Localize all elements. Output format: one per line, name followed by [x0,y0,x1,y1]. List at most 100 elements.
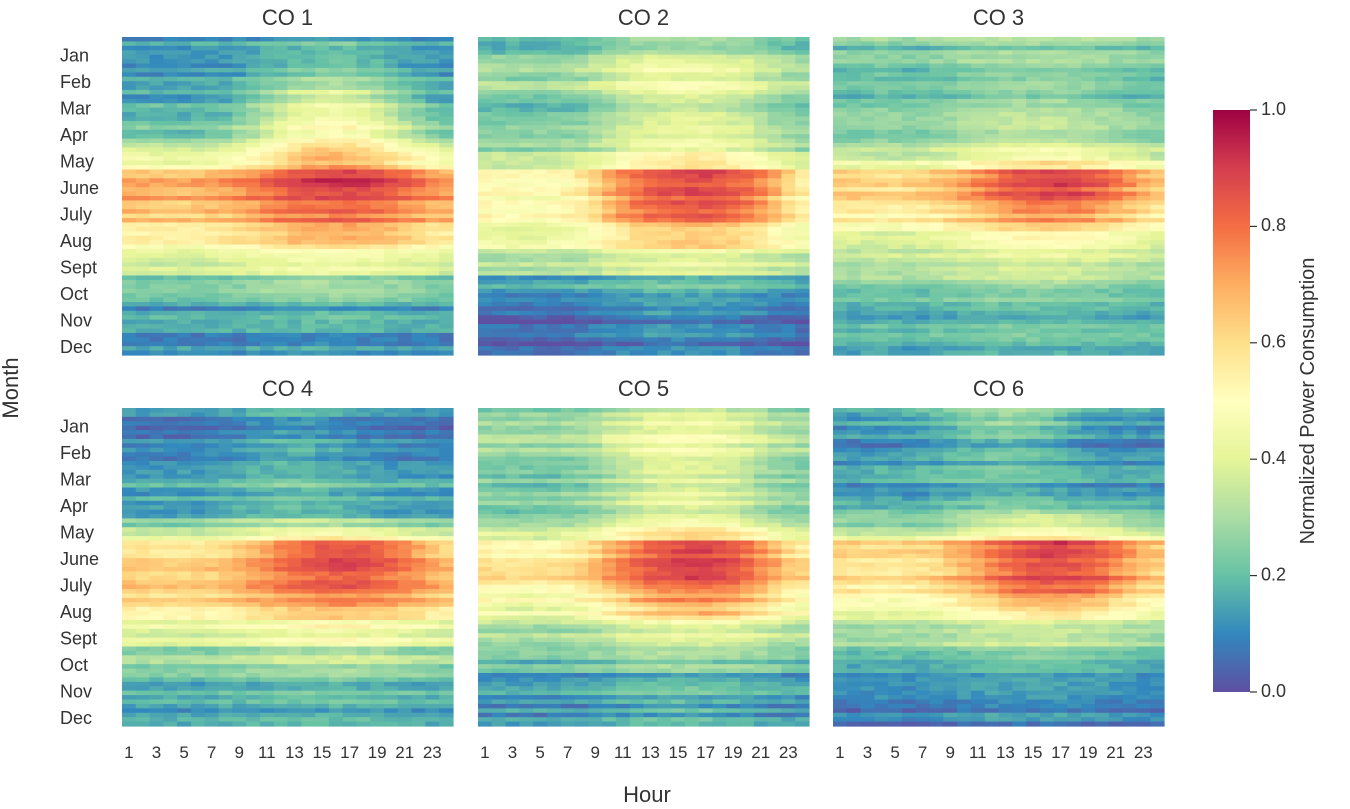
heatmap-cell [397,204,413,210]
heatmap-cell [259,240,275,246]
heatmap-cell [740,169,755,175]
heatmap-cell [259,341,275,347]
heatmap-cell [491,213,507,219]
heatmap-cell [356,222,371,228]
heatmap-cell [439,37,454,43]
heatmap-cell [1039,129,1055,135]
heatmap-cell [1039,231,1055,237]
heatmap-cell [411,196,427,202]
heatmap-cell [615,98,631,104]
heatmap-cell [478,85,493,91]
heatmap-cell [984,231,1000,237]
heatmap-cell [491,85,507,91]
heatmap-cell [519,284,534,290]
heatmap-cell [491,143,507,149]
heatmap-cell [629,240,645,246]
heatmap-cell [411,249,427,255]
heatmap-cell [439,310,454,316]
heatmap-cell [1136,257,1151,263]
heatmap-cell [218,341,233,347]
heatmap-cell [726,293,741,299]
heatmap-cell [246,226,261,232]
heatmap-cell [588,41,603,47]
heatmap-cell [643,81,658,87]
heatmap-cell [781,297,796,303]
heatmap-cell [753,319,769,325]
heatmap-cell [712,37,727,43]
heatmap-cell [767,151,783,157]
heatmap-cell [491,116,507,122]
heatmap-cell [246,324,261,330]
heatmap-cell [1122,244,1138,250]
heatmap-cell [411,50,427,56]
heatmap-cell [370,134,385,140]
heatmap-cell [726,103,741,109]
heatmap-cell [287,279,302,285]
heatmap-cell [259,129,275,135]
heatmap-cell [356,341,371,347]
heatmap-cell [1026,275,1041,281]
heatmap-cell [218,249,233,255]
heatmap-cell [767,332,783,338]
heatmap-cell [657,350,672,356]
heatmap-cell [342,169,358,175]
heatmap-cell [602,169,617,175]
heatmap-cell [888,156,903,162]
heatmap-cell [384,240,399,246]
heatmap-cell [546,160,562,166]
heatmap-cell [698,293,714,299]
heatmap-cell [190,332,206,338]
heatmap-cell [519,173,534,179]
heatmap-cell [425,76,440,82]
heatmap-cell [860,107,875,113]
heatmap-cell [726,315,741,321]
heatmap-cell [781,209,796,215]
heatmap-cell [397,262,413,268]
heatmap-cell [135,98,151,104]
heatmap-cell [273,310,289,316]
heatmap-cell [560,76,576,82]
heatmap-cell [602,182,617,188]
heatmap-cell [740,319,755,325]
heatmap-cell [698,116,714,122]
heatmap-cell [970,134,986,140]
heatmap-cell [135,160,151,166]
heatmap-cell [315,107,330,113]
heatmap-cell [860,76,875,82]
heatmap-cell [643,147,658,153]
heatmap-cell [753,350,769,356]
heatmap-cell [970,275,986,281]
heatmap-cell [204,302,220,308]
heatmap-cell [833,253,848,259]
heatmap-cell [984,129,1000,135]
heatmap-cell [970,266,986,272]
heatmap-cell [901,63,917,69]
heatmap-cell [384,222,399,228]
heatmap-cell [218,138,233,144]
heatmap-cell [874,63,889,69]
heatmap-cell [204,271,220,277]
heatmap-cell [602,76,617,82]
heatmap-cell [833,112,848,118]
heatmap-cell [287,116,302,122]
heatmap-cell [1026,125,1041,131]
heatmap-cell [767,165,783,171]
heatmap-cell [425,187,440,193]
heatmap-cell [533,112,548,118]
heatmap-cell [643,90,658,96]
heatmap-cell [1012,240,1027,246]
heatmap-cell [246,67,261,73]
heatmap-cell [177,107,192,113]
heatmap-cell [135,143,151,149]
heatmap-cell [915,222,931,228]
heatmap-cell [190,187,206,193]
heatmap-cell [546,173,562,179]
heatmap-cell [246,262,261,268]
heatmap-cell [833,81,848,87]
heatmap-cell [684,266,700,272]
heatmap-cell [1081,120,1096,126]
heatmap-cell [984,306,1000,312]
heatmap-cell [439,297,454,303]
heatmap-cell [397,178,413,184]
heatmap-cell [929,160,944,166]
